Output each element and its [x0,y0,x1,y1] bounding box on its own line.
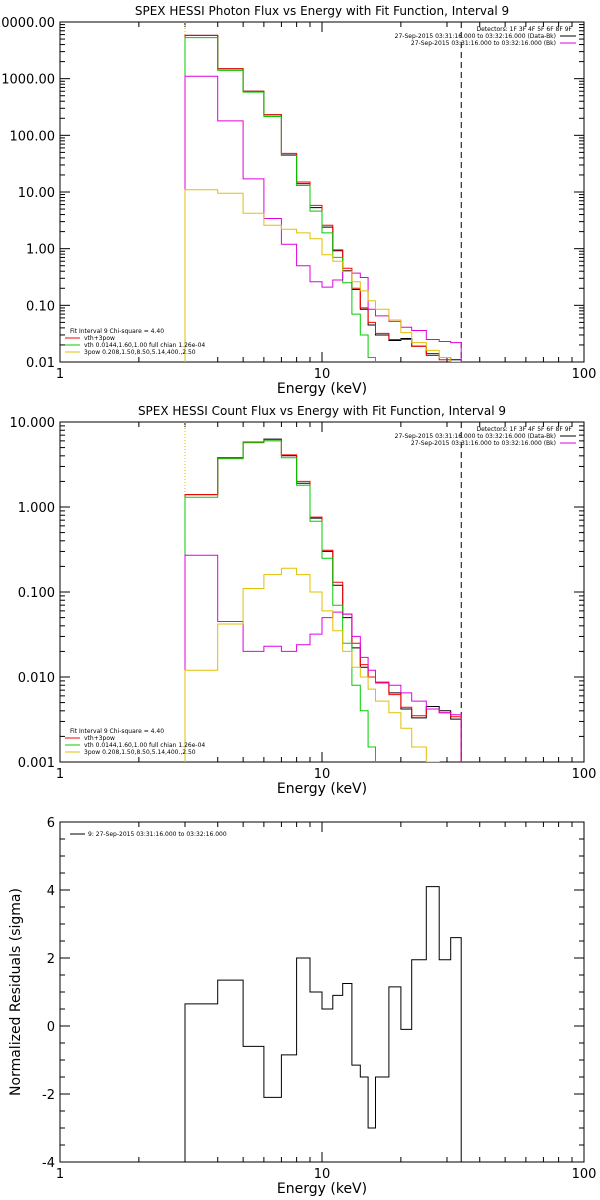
legend-entry: 9: 27-Sep-2015 03:31:16.000 to 03:32:16.… [88,831,227,838]
series-line-0 [184,34,462,362]
x-axis-label: Energy (keV) [277,381,367,397]
chart-title: SPEX HESSI Count Flux vs Energy with Fit… [138,404,506,418]
x-tick-label: 10 [314,1167,331,1182]
y-tick-label: 10.000 [10,416,56,431]
legend-header: Detectors: 1F 3F 4F 5F 6F 8F 9F [476,26,572,33]
fit-legend-entry: 3pow 0.208,1.50,8.50,5.14,400.,2.50 [84,749,196,756]
y-axis-label: Normalized Residuals (sigma) [8,888,24,1096]
legend-header: Detectors: 1F 3F 4F 5F 6F 8F 9F [476,426,572,433]
x-axis-label: Energy (keV) [277,1181,367,1197]
y-tick-label: -2 [42,1088,55,1103]
y-tick-label: 0.10 [26,299,55,314]
x-tick-label: 100 [572,767,597,782]
x-tick-label: 1 [56,1167,64,1182]
y-tick-label: 1000.00 [1,73,55,88]
y-tick-label: 6 [47,816,55,831]
series-line-3 [184,554,462,762]
y-tick-label: 0 [47,1020,55,1035]
x-tick-label: 1 [56,767,64,782]
series-line-3 [184,75,462,362]
series-line-0 [184,438,462,762]
legend-entry: 27-Sep-2015 03:31:16.000 to 03:32:16.000… [411,440,556,447]
series-line-1 [184,34,462,362]
y-tick-label: 10.00 [18,186,55,201]
series-line-0 [184,886,462,1162]
y-tick-label: 1.00 [26,243,55,258]
legend-entry: 27-Sep-2015 03:31:16.000 to 03:32:16.000… [411,40,556,47]
x-tick-label: 100 [572,1167,597,1182]
x-tick-label: 1 [56,367,64,382]
y-tick-label: 0.100 [18,586,55,601]
fit-legend-entry: 3pow 0.208,1.50,8.50,5.14,400.,2.50 [84,349,196,356]
y-tick-label: 4 [47,884,55,899]
y-tick-label: 0.010 [18,671,55,686]
fit-legend-header: Fit Interval 9 Chi-square = 4.40 [70,328,164,335]
plot-frame [59,21,585,363]
y-tick-label: 0.001 [18,756,55,771]
y-tick-label: 2 [47,952,55,967]
x-tick-label: 100 [572,367,597,382]
fit-legend-header: Fit Interval 9 Chi-square = 4.40 [70,728,164,735]
series-line-4 [184,567,462,762]
x-tick-label: 10 [314,367,331,382]
x-axis-label: Energy (keV) [277,781,367,797]
legend-entry: 27-Sep-2015 03:31:16.000 to 03:32:16.000… [395,33,556,40]
y-tick-label: 100.00 [10,129,56,144]
chart-title: SPEX HESSI Photon Flux vs Energy with Fi… [135,4,509,18]
y-tick-label: 10000.00 [0,16,55,31]
series-line-1 [184,439,462,762]
fit-legend-entry: vth+3pow [84,735,115,742]
y-tick-label: -4 [42,1156,55,1171]
legend-entry: 27-Sep-2015 03:31:16.000 to 03:32:16.000… [395,433,556,440]
fit-legend-entry: vth 0.0144,1.60,1.00 full chian 1.26e-04 [84,742,205,749]
series-line-2 [184,37,462,362]
series-line-4 [184,189,462,362]
y-tick-label: 0.01 [26,356,55,371]
y-tick-label: 1.000 [18,501,55,516]
x-tick-label: 10 [314,767,331,782]
series-line-2 [184,440,462,762]
fit-legend-entry: vth+3pow [84,335,115,342]
fit-legend-entry: vth 0.0144,1.60,1.00 full chian 1.26e-04 [84,342,205,349]
